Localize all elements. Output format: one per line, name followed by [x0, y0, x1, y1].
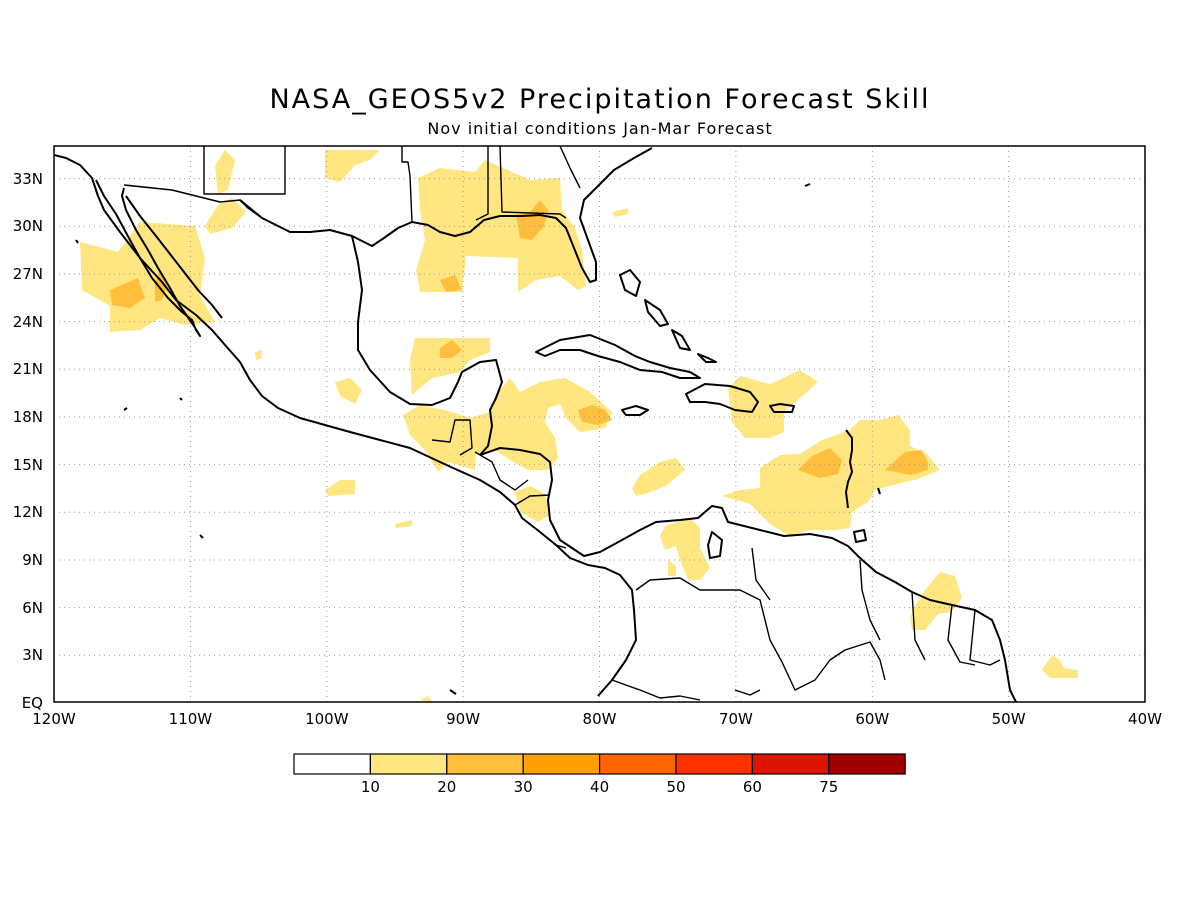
map-title: NASA_GEOS5v2 Precipitation Forecast Skil…	[269, 84, 931, 115]
lat-labels: 33N 30N 27N 24N 21N 18N 15N 12N 9N 6N 3N…	[13, 170, 43, 712]
colorbar-swatch	[446, 753, 524, 775]
colorbar-swatch	[522, 753, 601, 775]
lat-label-15n: 15N	[13, 456, 43, 474]
lat-label-21n: 21N	[13, 360, 43, 378]
lon-label-110w: 110W	[169, 710, 213, 728]
colorbar-swatch	[751, 753, 830, 775]
lat-label-18n: 18N	[13, 408, 43, 426]
lon-label-40w: 40W	[1128, 710, 1162, 728]
colorbar: 10 20 30 40 50 60 75	[293, 753, 906, 796]
colorbar-swatch	[828, 753, 906, 775]
lat-label-33n: 33N	[13, 170, 43, 188]
lat-label-12n: 12N	[13, 503, 43, 521]
lat-label-eq: EQ	[22, 694, 43, 712]
colorbar-label: 50	[666, 778, 685, 796]
lat-label-6n: 6N	[22, 599, 43, 617]
colorbar-label: 60	[743, 778, 762, 796]
colorbar-swatch	[675, 753, 754, 775]
colorbar-swatch	[369, 753, 448, 775]
colorbar-label: 75	[819, 778, 838, 796]
grid-lines	[54, 146, 1145, 702]
lon-label-120w: 120W	[32, 710, 76, 728]
colorbar-swatch	[598, 753, 677, 775]
colorbar-label: 30	[514, 778, 533, 796]
skill-10-20-regions	[80, 150, 1078, 702]
colorbar-label: 10	[361, 778, 380, 796]
skill-20-30-regions	[110, 200, 928, 478]
map-subtitle: Nov initial conditions Jan-Mar Forecast	[427, 119, 773, 138]
lat-label-3n: 3N	[22, 646, 43, 664]
lon-label-90w: 90W	[446, 710, 480, 728]
lat-label-9n: 9N	[22, 551, 43, 569]
lon-labels: 120W 110W 100W 90W 80W 70W 60W 50W 40W	[32, 710, 1162, 728]
colorbar-label: 40	[590, 778, 609, 796]
lon-label-50w: 50W	[992, 710, 1026, 728]
lat-label-30n: 30N	[13, 217, 43, 235]
lat-label-27n: 27N	[13, 265, 43, 283]
lon-label-60w: 60W	[855, 710, 889, 728]
lon-label-80w: 80W	[583, 710, 617, 728]
lat-label-24n: 24N	[13, 313, 43, 331]
map-frame	[53, 145, 1146, 703]
lon-label-70w: 70W	[719, 710, 753, 728]
lon-label-100w: 100W	[305, 710, 349, 728]
colorbar-swatch	[293, 753, 372, 775]
skill-shading	[80, 150, 1078, 702]
colorbar-label: 20	[437, 778, 456, 796]
coastlines	[54, 146, 1017, 702]
